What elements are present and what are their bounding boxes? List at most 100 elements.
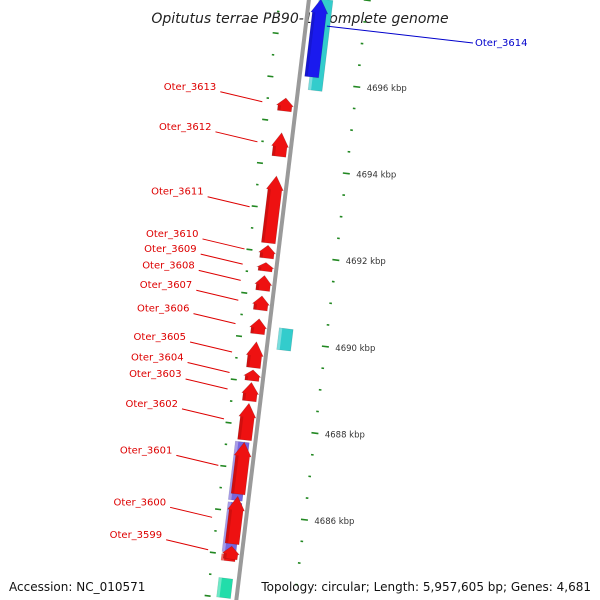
- tick-layer: 4686 kbp 4688 kbp 4690 kbp 4692 kbp 4694 kbp…: [204, 0, 407, 597]
- backbone-layer: [234, 0, 311, 600]
- ruler-major-tick: [311, 431, 319, 435]
- left-ruler-tick: [246, 248, 253, 251]
- gene-leader-line: [198, 269, 241, 281]
- gene-label[interactable]: Oter_3603: [129, 369, 182, 380]
- gene-shading: [244, 375, 249, 381]
- ruler-major-tick: [300, 518, 309, 521]
- tick-label-4694: 4694 kbp: [356, 171, 396, 181]
- left-ruler-tick: [262, 118, 269, 121]
- gene-arrow[interactable]: [221, 545, 241, 561]
- gene-leader-line: [207, 196, 250, 208]
- gene-label[interactable]: Oter_3613: [164, 82, 217, 93]
- gene-shading: [304, 12, 316, 77]
- gene-shading: [277, 105, 281, 111]
- gene-shading: [225, 509, 233, 544]
- gene-arrow[interactable]: [257, 244, 277, 260]
- genome-summary-text: Topology: circular; Length: 5,957,605 bp…: [261, 580, 591, 594]
- map-title: Opitutus terrae PB90-1, complete genome: [151, 11, 448, 27]
- gene-label[interactable]: Oter_3611: [151, 187, 204, 198]
- gene-arrow[interactable]: [261, 175, 284, 245]
- gene-shading: [255, 283, 260, 291]
- gene-shading: [271, 145, 277, 156]
- left-ruler-tick: [241, 291, 248, 294]
- gene-arrow[interactable]: [224, 495, 245, 546]
- gene-leader-line: [193, 313, 236, 325]
- ruler-major-tick: [342, 172, 350, 175]
- left-ruler-tick: [204, 594, 211, 597]
- gene-arrow[interactable]: [304, 0, 329, 79]
- gene-arrow[interactable]: [275, 97, 295, 113]
- genome-backbone: [234, 0, 311, 600]
- tick-label-4696: 4696 kbp: [367, 84, 407, 94]
- ruler-major-tick: [353, 85, 361, 89]
- gene-arrow[interactable]: [248, 318, 268, 336]
- gene-leader-line: [220, 91, 263, 103]
- left-ruler-tick: [267, 75, 274, 78]
- tick-label-4690: 4690 kbp: [335, 344, 375, 354]
- gene-label[interactable]: Oter_3610: [146, 229, 199, 240]
- gene-shading: [250, 327, 255, 334]
- gene-label[interactable]: Oter_3599: [110, 530, 163, 541]
- left-ruler-tick: [225, 421, 232, 424]
- gene-shading: [253, 303, 257, 310]
- gene-arrow[interactable]: [242, 369, 262, 382]
- gene-shading: [231, 455, 239, 494]
- gene-arrow[interactable]: [255, 262, 275, 273]
- gene-shading: [246, 354, 251, 368]
- gene-label[interactable]: Oter_3606: [137, 304, 190, 315]
- gene-label[interactable]: Oter_3605: [134, 332, 187, 343]
- gene-arrow[interactable]: [251, 295, 271, 312]
- left-ruler-tick: [251, 205, 258, 208]
- gene-label[interactable]: Oter_3608: [142, 260, 195, 271]
- gene-leader-line: [187, 362, 230, 374]
- gene-leader-line: [200, 253, 243, 265]
- gene-arrow[interactable]: [245, 341, 264, 369]
- accession-text: Accession: NC_010571: [9, 580, 146, 594]
- gene-shading: [242, 392, 247, 401]
- gene-shading: [258, 266, 262, 271]
- gene-label[interactable]: Oter_3600: [114, 497, 167, 508]
- tick-label-4688: 4688 kbp: [325, 430, 365, 440]
- left-ruler-tick: [256, 161, 264, 165]
- left-ruler-tick: [215, 508, 222, 511]
- left-ruler-tick: [230, 378, 237, 381]
- tick-label-4692: 4692 kbp: [346, 257, 386, 267]
- gene-label[interactable]: Oter_3601: [120, 445, 173, 456]
- ruler-major-tick: [363, 0, 371, 2]
- left-ruler-tick: [235, 334, 243, 338]
- gene-label[interactable]: Oter_3614: [475, 38, 528, 49]
- gene-shading: [223, 553, 227, 559]
- gene-leader-line: [181, 408, 225, 420]
- gene-leader-line: [202, 238, 245, 250]
- gene-arrow[interactable]: [237, 402, 257, 442]
- gene-leader-line: [176, 454, 219, 466]
- gene-shading: [259, 252, 264, 258]
- feature-block: [216, 577, 234, 599]
- gene-leader-line: [196, 289, 239, 301]
- gene-shading: [261, 189, 271, 243]
- left-ruler-tick: [220, 464, 227, 468]
- feature-highlight: [216, 577, 222, 598]
- gene-arrow[interactable]: [230, 441, 252, 496]
- gene-leader-line: [166, 539, 209, 551]
- tick-label-4686: 4686 kbp: [314, 517, 354, 527]
- gene-label[interactable]: Oter_3604: [131, 353, 184, 364]
- gene-arrow[interactable]: [241, 381, 260, 403]
- left-ruler-tick: [272, 31, 279, 35]
- gene-leader-line: [189, 341, 233, 353]
- gene-leader-line: [169, 506, 213, 518]
- gene-label[interactable]: Oter_3609: [144, 244, 197, 255]
- gene-leader-line: [215, 131, 258, 143]
- gene-label[interactable]: Oter_3602: [125, 399, 178, 410]
- left-ruler-tick: [209, 551, 216, 554]
- gene-arrow[interactable]: [271, 132, 289, 158]
- feature-block: [276, 327, 294, 352]
- gene-label[interactable]: Oter_3607: [140, 280, 193, 291]
- ruler-major-tick: [321, 345, 329, 348]
- gene-arrow[interactable]: [254, 275, 273, 292]
- label-layer: Oter_3599 Oter_3600 Oter_3601 Oter_3602 Oter…: [110, 25, 528, 551]
- gene-label[interactable]: Oter_3612: [159, 122, 212, 133]
- ruler-major-tick: [332, 258, 340, 262]
